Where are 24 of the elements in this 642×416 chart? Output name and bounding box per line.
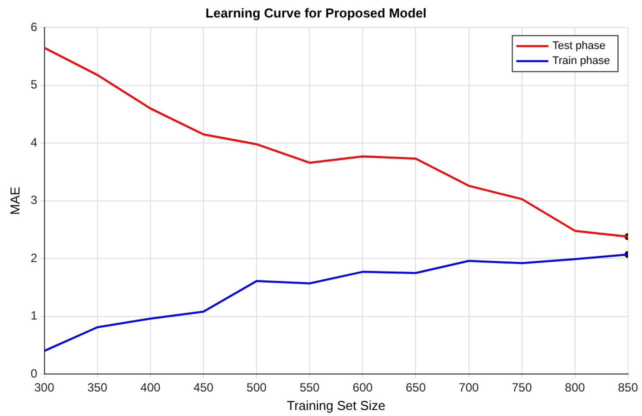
- x-tick-label: 850: [618, 380, 638, 395]
- x-tick-label: 750: [512, 380, 532, 395]
- x-tick-label: 300: [34, 380, 55, 395]
- y-tick-label: 0: [30, 366, 38, 380]
- x-axis-title: Training Set Size: [286, 398, 386, 413]
- chart-title: Learning Curve for Proposed Model: [205, 5, 427, 20]
- x-tick-label: 800: [564, 380, 586, 395]
- x-tick-label: 450: [193, 380, 214, 395]
- legend-label: Test phase: [552, 40, 606, 52]
- x-tick-label: 550: [300, 380, 320, 395]
- y-tick-label: 5: [30, 78, 38, 92]
- y-tick-label: 1: [30, 308, 38, 323]
- y-tick-label: 3: [30, 193, 38, 208]
- x-tick-label: 400: [140, 380, 161, 395]
- y-axis-title: MAE: [7, 186, 22, 215]
- x-tick-label: 500: [246, 380, 267, 395]
- x-tick-label: 350: [87, 380, 108, 395]
- y-tick-label: 6: [30, 20, 38, 34]
- y-tick-label: 4: [30, 135, 38, 150]
- x-tick-label: 650: [406, 380, 426, 395]
- legend-label: Train phase: [552, 55, 610, 68]
- x-tick-label: 700: [458, 380, 480, 395]
- x-tick-label: 600: [352, 380, 373, 395]
- y-tick-label: 2: [30, 250, 38, 265]
